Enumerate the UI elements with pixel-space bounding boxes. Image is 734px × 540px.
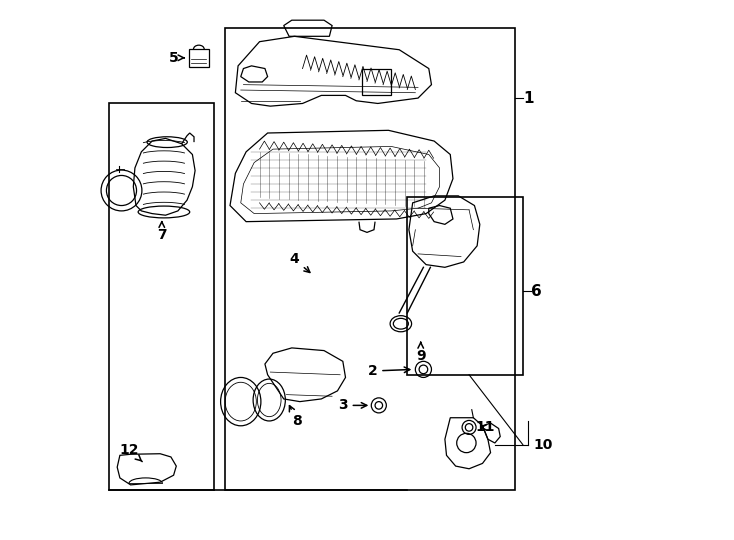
Text: 1: 1 (523, 91, 534, 106)
Text: 9: 9 (416, 342, 426, 363)
Text: 11: 11 (476, 421, 495, 434)
Bar (362, 69, 391, 96)
Text: 2: 2 (368, 364, 410, 378)
Bar (189, 49, 209, 67)
Text: 4: 4 (290, 252, 310, 273)
Bar (407, 198, 523, 375)
Text: 8: 8 (289, 406, 302, 429)
Text: 5: 5 (169, 51, 184, 65)
Text: 6: 6 (531, 284, 542, 299)
Text: 7: 7 (157, 222, 167, 242)
Bar (109, 104, 214, 490)
Text: 3: 3 (338, 399, 367, 413)
Bar (225, 28, 515, 490)
Text: 12: 12 (119, 443, 142, 462)
Text: 10: 10 (534, 437, 553, 451)
